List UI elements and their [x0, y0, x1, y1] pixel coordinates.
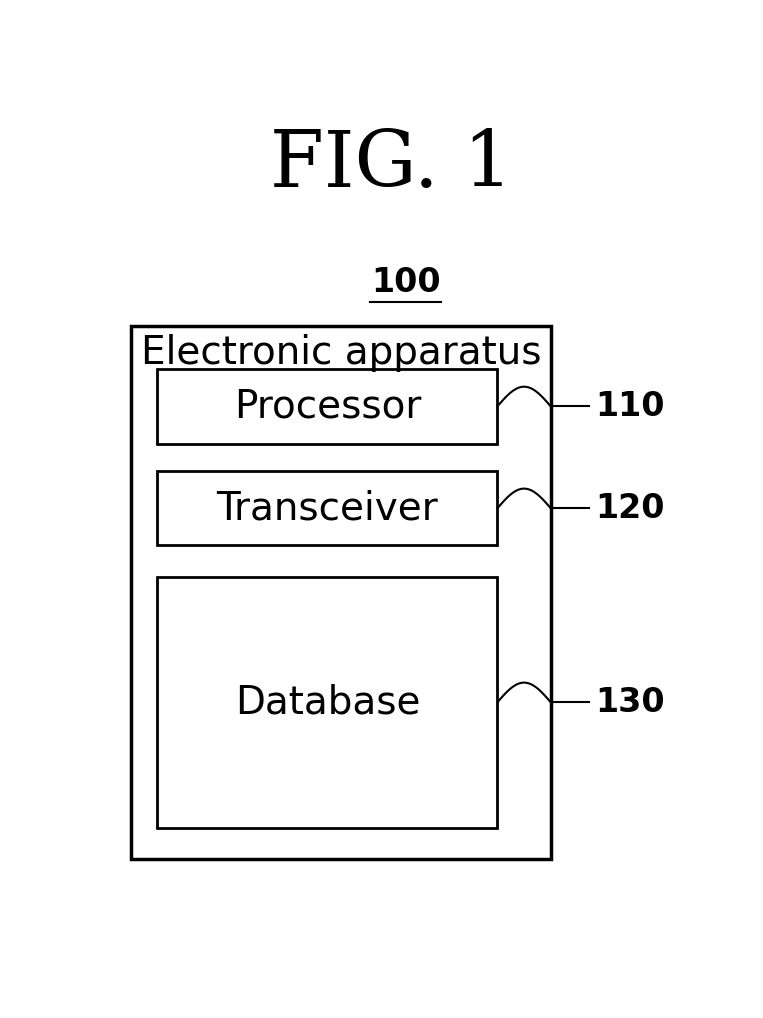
Text: Electronic apparatus: Electronic apparatus	[140, 334, 541, 373]
Text: 110: 110	[595, 390, 665, 422]
Text: Database: Database	[235, 683, 420, 721]
Text: FIG. 1: FIG. 1	[269, 127, 513, 204]
Text: 130: 130	[595, 686, 665, 719]
Text: 100: 100	[371, 266, 441, 298]
Text: Processor: Processor	[233, 387, 421, 426]
FancyBboxPatch shape	[157, 577, 497, 828]
Text: 120: 120	[595, 492, 665, 524]
FancyBboxPatch shape	[157, 471, 497, 546]
FancyBboxPatch shape	[131, 326, 551, 859]
FancyBboxPatch shape	[157, 370, 497, 444]
Text: Transceiver: Transceiver	[217, 490, 439, 527]
